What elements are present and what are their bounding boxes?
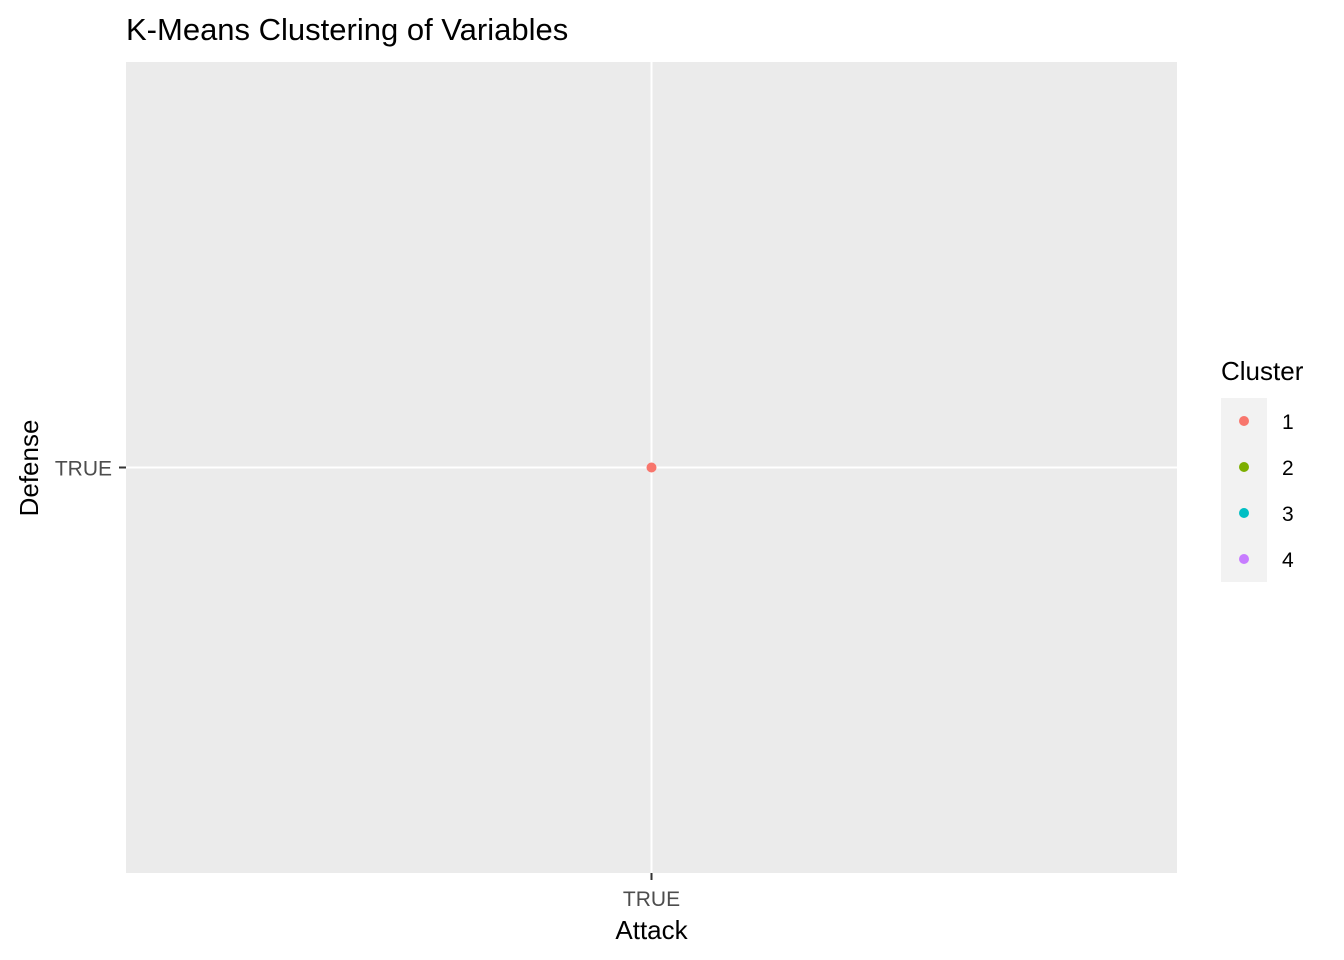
y-axis-title: Defense xyxy=(14,420,44,517)
legend-title: Cluster xyxy=(1221,356,1304,386)
legend-key-4 xyxy=(1239,554,1249,564)
legend-key-3 xyxy=(1239,508,1249,518)
y-tick-label: TRUE xyxy=(55,458,112,481)
legend-label-4: 4 xyxy=(1282,549,1294,572)
x-tick-label: TRUE xyxy=(623,888,680,911)
legend: Cluster 1 2 3 4 xyxy=(1221,356,1304,582)
data-point-cluster-1 xyxy=(646,462,657,473)
chart-title: K-Means Clustering of Variables xyxy=(126,12,568,47)
legend-label-3: 3 xyxy=(1282,503,1294,526)
legend-key-background xyxy=(1221,398,1267,582)
x-axis-title: Attack xyxy=(615,915,688,945)
data-points xyxy=(646,462,657,473)
legend-key-1 xyxy=(1239,416,1249,426)
legend-label-2: 2 xyxy=(1282,457,1294,480)
legend-key-2 xyxy=(1239,462,1249,472)
legend-label-1: 1 xyxy=(1282,411,1294,434)
legend-entries: 1 2 3 4 xyxy=(1239,411,1294,572)
axes: TRUE TRUE xyxy=(55,458,680,912)
